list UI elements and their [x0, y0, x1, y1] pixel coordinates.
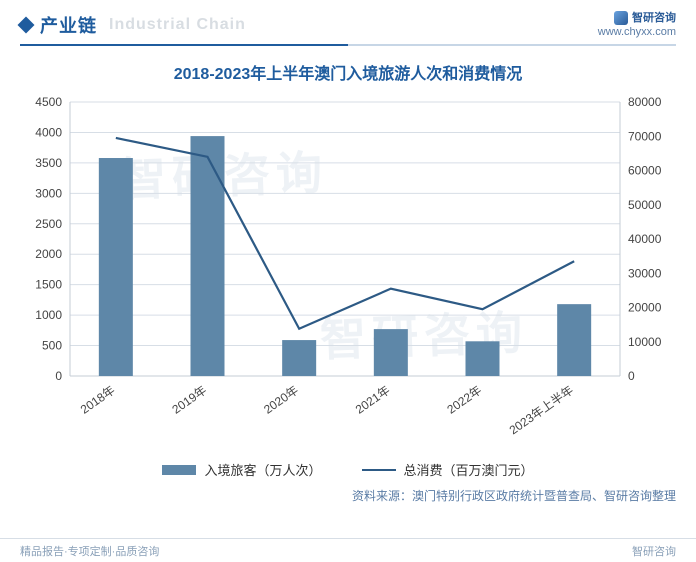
svg-text:1500: 1500 [35, 278, 62, 292]
svg-text:4000: 4000 [35, 125, 62, 139]
legend-line-swatch [362, 469, 396, 471]
svg-text:2023年上半年: 2023年上半年 [507, 383, 576, 437]
svg-text:2022年: 2022年 [444, 383, 484, 417]
svg-text:2018年: 2018年 [78, 383, 118, 417]
footer: 精品报告·专项定制·品质咨询 智研咨询 [0, 538, 696, 562]
svg-text:2000: 2000 [35, 247, 62, 261]
chart-svg: 0 500 1000 1500 2000 2500 3000 3500 4000 4500 0 100… [14, 94, 682, 454]
footer-right: 智研咨询 [632, 543, 676, 559]
svg-text:2019年: 2019年 [169, 383, 209, 417]
source-text: 澳门特别行政区政府统计暨普查局、智研咨询整理 [412, 489, 676, 503]
svg-text:10000: 10000 [628, 335, 662, 349]
legend-bar-swatch [162, 465, 196, 475]
svg-text:500: 500 [42, 339, 62, 353]
section-title: 产业链 [40, 12, 97, 38]
svg-text:20000: 20000 [628, 301, 662, 315]
chart-title: 2018-2023年上半年澳门入境旅游人次和消费情况 [0, 60, 696, 84]
svg-text:1000: 1000 [35, 308, 62, 322]
source: 资料来源：澳门特别行政区政府统计暨普查局、智研咨询整理 [0, 479, 696, 504]
legend-line-item: 总消费（百万澳门元） [362, 460, 534, 479]
svg-text:30000: 30000 [628, 266, 662, 280]
svg-text:0: 0 [55, 369, 62, 383]
svg-text:50000: 50000 [628, 198, 662, 212]
diamond-icon [18, 17, 35, 34]
brand-name: 智研咨询 [632, 11, 676, 25]
source-prefix: 资料来源： [352, 489, 412, 503]
brand-url: www.chyxx.com [598, 25, 676, 39]
svg-text:0: 0 [628, 369, 635, 383]
svg-text:2021年: 2021年 [353, 383, 393, 417]
svg-text:60000: 60000 [628, 164, 662, 178]
header-left: 产业链 Industrial Chain [20, 12, 246, 38]
header-separator [20, 44, 676, 46]
svg-text:3000: 3000 [35, 186, 62, 200]
svg-text:80000: 80000 [628, 95, 662, 109]
svg-text:4500: 4500 [35, 95, 62, 109]
svg-text:40000: 40000 [628, 232, 662, 246]
brand-logo-icon [614, 11, 628, 25]
header: 产业链 Industrial Chain 智研咨询 www.chyxx.com [0, 0, 696, 44]
svg-text:3500: 3500 [35, 156, 62, 170]
brand: 智研咨询 www.chyxx.com [598, 11, 676, 40]
svg-text:2020年: 2020年 [261, 383, 301, 417]
svg-text:2500: 2500 [35, 217, 62, 231]
legend-bar-item: 入境旅客（万人次） [162, 460, 321, 479]
svg-text:70000: 70000 [628, 129, 662, 143]
chart: 0 500 1000 1500 2000 2500 3000 3500 4000 4500 0 100… [14, 94, 682, 454]
section-title-en: Industrial Chain [109, 16, 246, 34]
legend-bar-label: 入境旅客（万人次） [204, 460, 321, 479]
footer-left: 精品报告·专项定制·品质咨询 [20, 543, 159, 559]
legend-line-label: 总消费（百万澳门元） [404, 460, 534, 479]
legend: 入境旅客（万人次） 总消费（百万澳门元） [0, 460, 696, 479]
